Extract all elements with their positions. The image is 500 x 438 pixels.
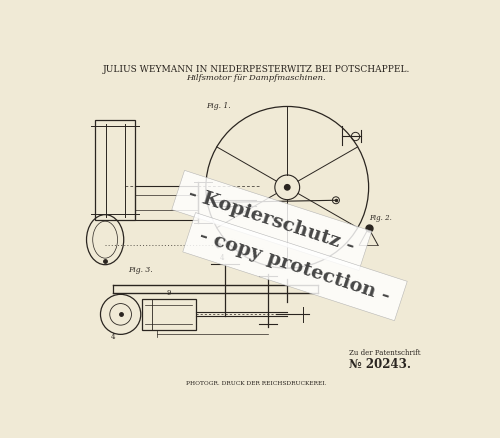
Text: Fig. 3.: Fig. 3. — [128, 266, 153, 274]
Text: 9: 9 — [166, 289, 171, 297]
Text: PHOTOGR. DRUCK DER REICHSDRUCKEREI.: PHOTOGR. DRUCK DER REICHSDRUCKEREI. — [186, 381, 326, 386]
Text: - Kopierschutz -: - Kopierschutz - — [186, 185, 357, 256]
Text: 4: 4 — [110, 333, 115, 341]
Bar — [95, 120, 136, 220]
Text: JULIUS WEYMANN IN NIEDERPESTERWITZ BEI POTSCHAPPEL.: JULIUS WEYMANN IN NIEDERPESTERWITZ BEI P… — [102, 65, 410, 74]
Bar — [136, 186, 198, 219]
Text: Zu der Patentschrift: Zu der Patentschrift — [349, 349, 421, 357]
Bar — [142, 299, 196, 330]
Text: Hilfsmotor für Dampfmaschinen.: Hilfsmotor für Dampfmaschinen. — [186, 74, 326, 82]
Text: № 20243.: № 20243. — [349, 358, 411, 371]
Text: 4: 4 — [220, 254, 224, 262]
Circle shape — [284, 184, 290, 190]
Text: - copy protection -: - copy protection - — [198, 227, 392, 306]
Text: Fig. 1.: Fig. 1. — [206, 102, 231, 110]
Text: Fig. 2.: Fig. 2. — [368, 214, 392, 222]
